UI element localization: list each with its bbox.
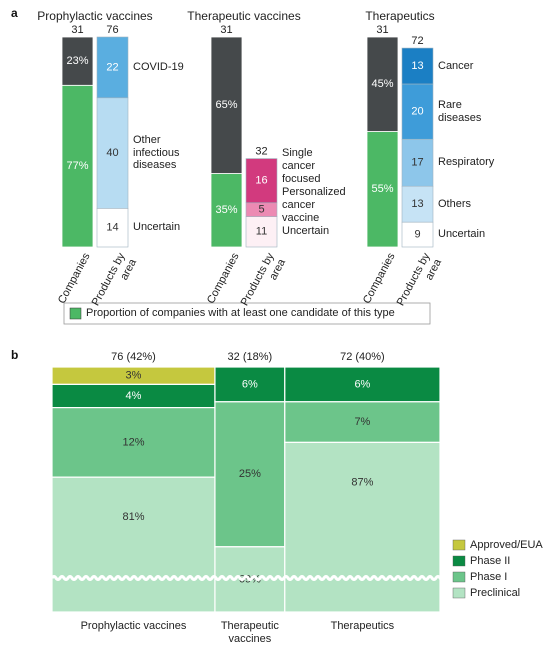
segment-label: 6% [354, 378, 370, 390]
area-label: Rare diseases [438, 99, 482, 124]
area-label: Respiratory [438, 156, 495, 169]
mosaic-segment [214, 366, 286, 403]
segment-label: 22 [106, 61, 118, 73]
area-label: Other infectious diseases [133, 134, 180, 172]
segment-label: 16 [255, 175, 267, 187]
product-segment [401, 185, 434, 223]
product-segment [96, 36, 129, 99]
segment-label: 77% [66, 160, 88, 172]
legend-swatch [452, 555, 466, 567]
x-tick-label: Therapeutics [330, 620, 395, 632]
area-label: Others [438, 197, 472, 210]
area-label: Personalized cancer vaccine [282, 186, 346, 224]
bar-total: 32 [255, 145, 267, 157]
panel-letter: b [11, 348, 19, 362]
company-segment [210, 36, 243, 174]
area-label: Uncertain [438, 228, 486, 241]
segment-label: 13 [411, 198, 423, 210]
segment-label: 9 [414, 228, 420, 240]
column-header: 72 (40%) [340, 351, 385, 363]
segment-label: 4% [126, 390, 142, 402]
segment-label: 81% [122, 511, 144, 523]
area-label: Uncertain [282, 225, 330, 238]
product-segment [245, 158, 278, 204]
area-label: Uncertain [133, 221, 181, 234]
product-segment [401, 221, 434, 248]
area-label: Cancer [438, 59, 474, 72]
mosaic-segment [51, 476, 216, 613]
legend-swatch [452, 571, 466, 583]
legend-box [63, 302, 431, 325]
product-segment [401, 47, 434, 85]
segment-label: 23% [66, 55, 88, 67]
segment-label: 17 [411, 157, 423, 169]
segment-label: 35% [215, 204, 237, 216]
segment-label: 20 [411, 106, 423, 118]
company-segment [366, 36, 399, 132]
segment-label: 7% [354, 416, 370, 428]
segment-label: 6% [242, 378, 258, 390]
axis-break [50, 575, 446, 581]
legend-swatch [69, 307, 82, 320]
legend-label: Phase II [470, 555, 510, 567]
area-label: COVID-19 [133, 60, 184, 73]
company-segment [210, 173, 243, 248]
segment-label: 5 [258, 204, 264, 216]
legend-swatch [452, 587, 466, 599]
group-title: Prophylactic vaccines [37, 9, 153, 23]
bar-total: 31 [220, 24, 232, 36]
company-segment [61, 36, 94, 86]
segment-label: 65% [215, 99, 237, 111]
bar-total: 72 [411, 35, 423, 47]
legend-label: Proportion of companies with at least on… [86, 307, 395, 319]
segment-label: 40 [106, 147, 118, 159]
column-header: 32 (18%) [228, 351, 273, 363]
group-title: Therapeutic vaccines [187, 9, 301, 23]
product-segment [401, 83, 434, 140]
bar-total: 76 [106, 24, 118, 36]
legend-label: Approved/EUA [470, 539, 543, 551]
x-tick-label: Prophylactic vaccines [80, 620, 187, 632]
group-title: Therapeutics [365, 9, 435, 23]
product-segment [96, 97, 129, 209]
legend-label: Phase I [470, 571, 507, 583]
product-segment [245, 216, 278, 248]
segment-label: 13 [411, 60, 423, 72]
column-header: 76 (42%) [111, 351, 156, 363]
segment-label: 14 [106, 222, 118, 234]
bar-total: 31 [376, 24, 388, 36]
legend-label: Preclinical [470, 587, 520, 599]
panel-letter: a [11, 6, 18, 20]
bar-total: 31 [71, 24, 83, 36]
segment-label: 11 [256, 226, 267, 238]
legend-swatch [452, 539, 466, 551]
mosaic-segment [284, 441, 441, 613]
company-segment [61, 84, 94, 248]
segment-label: 3% [126, 370, 142, 382]
x-tick-label: Therapeutic vaccines [220, 620, 279, 645]
segment-label: 55% [371, 183, 393, 195]
product-segment [401, 138, 434, 187]
segment-label: 25% [239, 468, 261, 480]
mosaic-segment [51, 407, 216, 478]
segment-label: 87% [351, 476, 373, 488]
area-label: Single cancer focused [282, 147, 321, 185]
segment-label: 12% [122, 436, 144, 448]
segment-label: 45% [371, 78, 393, 90]
